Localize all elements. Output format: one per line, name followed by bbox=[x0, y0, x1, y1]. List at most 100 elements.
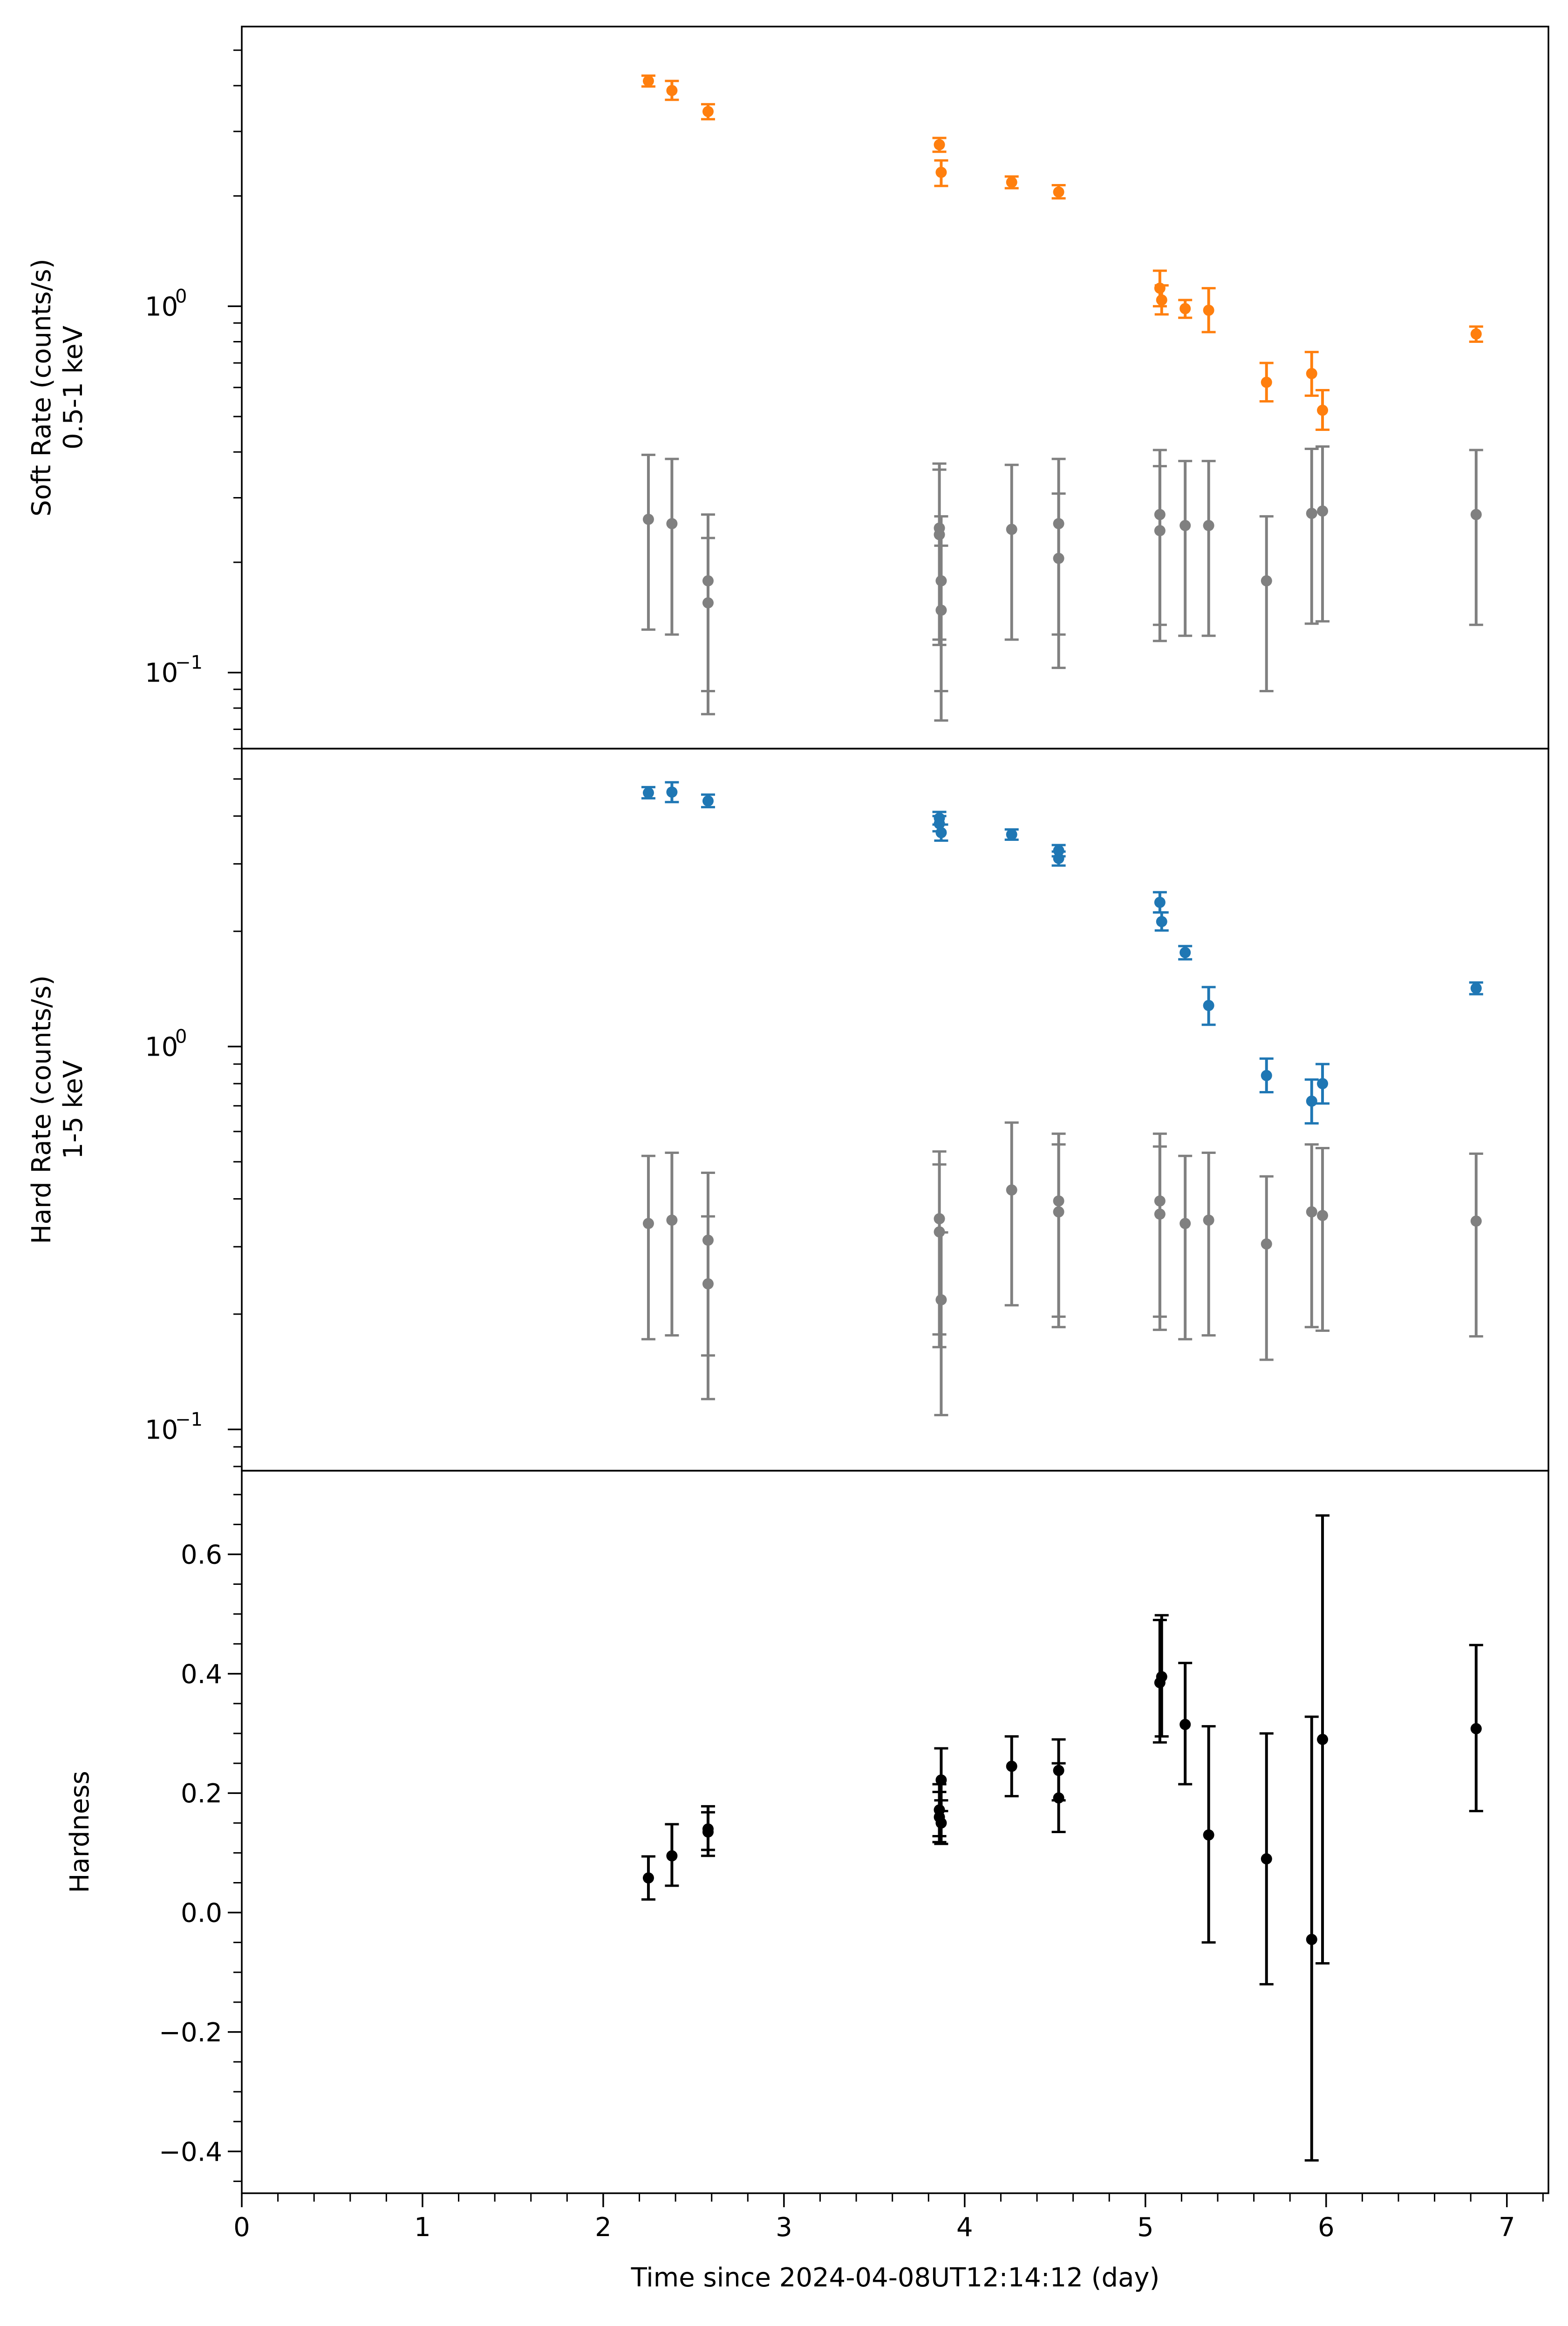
source-point bbox=[935, 166, 947, 178]
y-tick-label-base: 10 bbox=[145, 1032, 178, 1063]
source-point bbox=[1470, 982, 1482, 994]
source-point bbox=[1306, 1095, 1317, 1107]
x-tick-label: 2 bbox=[595, 2212, 612, 2243]
hardness-point bbox=[1470, 1723, 1482, 1734]
source-point bbox=[1203, 304, 1214, 316]
source-point bbox=[666, 85, 678, 96]
source-point bbox=[1156, 294, 1167, 306]
y-tick-label: −0.4 bbox=[159, 2137, 222, 2167]
background-point bbox=[702, 597, 714, 609]
background-point bbox=[1203, 520, 1214, 532]
background-point bbox=[1179, 520, 1191, 532]
background-point bbox=[1154, 525, 1166, 537]
background-point bbox=[1006, 1184, 1017, 1196]
source-point bbox=[702, 795, 714, 807]
background-point bbox=[1203, 1214, 1214, 1226]
source-point bbox=[1306, 368, 1317, 379]
source-point bbox=[1154, 897, 1166, 908]
source-point bbox=[1261, 1070, 1272, 1081]
x-tick-label: 0 bbox=[233, 2212, 250, 2243]
source-point bbox=[666, 786, 678, 798]
background-point bbox=[1306, 1206, 1317, 1218]
source-point bbox=[702, 106, 714, 117]
x-axis-label: Time since 2024-04-08UT12:14:12 (day) bbox=[631, 2263, 1160, 2293]
panel-frame bbox=[241, 1470, 1549, 2194]
y-tick-label-exponent: 0 bbox=[175, 286, 187, 307]
hardness-panel: −0.4 −0.2 0.0 0.2 0.4 0.6 Hardness bbox=[65, 1470, 1549, 2194]
background-point bbox=[666, 1214, 678, 1226]
background-point bbox=[642, 1218, 654, 1229]
background-point bbox=[1470, 1215, 1482, 1227]
source-point bbox=[1470, 328, 1482, 340]
y-tick-label: 0.2 bbox=[181, 1779, 222, 1809]
background-point bbox=[935, 1294, 947, 1306]
background-point bbox=[1261, 575, 1272, 587]
background-point bbox=[666, 518, 678, 530]
hardness-point bbox=[935, 1817, 947, 1829]
source-point bbox=[934, 139, 945, 150]
y-tick-label-base: 10 bbox=[145, 658, 178, 689]
background-point bbox=[1053, 1206, 1064, 1218]
y-axis-label: Hard Rate (counts/s) bbox=[27, 975, 57, 1244]
source-point bbox=[642, 75, 654, 87]
background-point bbox=[1317, 1210, 1329, 1221]
y-axis-label: 0.5-1 keV bbox=[58, 326, 89, 450]
background-point bbox=[1053, 553, 1064, 564]
background-point bbox=[934, 529, 945, 540]
hardness-point bbox=[666, 1850, 678, 1862]
background-point bbox=[1179, 1218, 1191, 1229]
source-point bbox=[1053, 186, 1064, 198]
y-axis-label: 1-5 keV bbox=[58, 1060, 89, 1159]
hardness-point bbox=[642, 1872, 654, 1884]
hardness-point bbox=[1156, 1671, 1167, 1683]
y-axis-label: Soft Rate (counts/s) bbox=[27, 259, 57, 516]
source-point bbox=[1006, 177, 1017, 188]
hardness-point bbox=[1306, 1934, 1317, 1945]
source-point bbox=[1156, 916, 1167, 928]
hardness-point bbox=[1006, 1760, 1017, 1772]
y-tick-label-base: 10 bbox=[145, 292, 178, 322]
hardness-point bbox=[702, 1823, 714, 1835]
hardness-point bbox=[934, 1804, 945, 1816]
source-point bbox=[1006, 829, 1017, 840]
y-tick-label: 0.4 bbox=[181, 1659, 222, 1690]
source-point bbox=[935, 827, 947, 839]
background-point bbox=[1317, 505, 1329, 517]
time-axis: 0 1 2 3 4 5 6 7 bbox=[233, 2193, 1544, 2243]
source-point bbox=[642, 787, 654, 798]
background-point bbox=[1470, 509, 1482, 520]
background-point bbox=[642, 513, 654, 525]
source-point bbox=[1317, 404, 1329, 416]
y-tick-label-exponent: −1 bbox=[175, 1409, 203, 1430]
x-tick-label: 5 bbox=[1137, 2212, 1154, 2243]
x-tick-label: 1 bbox=[414, 2212, 431, 2243]
source-point bbox=[1317, 1078, 1329, 1090]
source-point bbox=[1203, 1000, 1214, 1011]
background-point bbox=[1006, 524, 1017, 535]
y-tick-label: 0.0 bbox=[181, 1898, 222, 1929]
hardness-point bbox=[1317, 1733, 1329, 1745]
background-point bbox=[1306, 507, 1317, 519]
background-point bbox=[1261, 1238, 1272, 1250]
x-tick-label: 4 bbox=[956, 2212, 973, 2243]
y-tick-label: 0.6 bbox=[181, 1540, 222, 1570]
x-tick-label: 3 bbox=[776, 2212, 792, 2243]
source-point bbox=[1053, 853, 1064, 864]
background-point bbox=[1154, 1208, 1166, 1220]
y-tick-label-base: 10 bbox=[145, 1415, 178, 1445]
source-point bbox=[1261, 376, 1272, 388]
y-axis-label: Hardness bbox=[65, 1771, 95, 1893]
y-tick-label-exponent: −1 bbox=[175, 652, 203, 674]
hardness-point bbox=[1261, 1853, 1272, 1865]
hardness-point bbox=[935, 1774, 947, 1786]
hardness-point bbox=[1179, 1719, 1191, 1730]
source-point bbox=[1179, 303, 1191, 314]
background-point bbox=[702, 1278, 714, 1289]
y-tick-label-exponent: 0 bbox=[175, 1026, 187, 1048]
hardness-point bbox=[1203, 1829, 1214, 1841]
x-tick-label: 6 bbox=[1318, 2212, 1335, 2243]
y-tick-label: −0.2 bbox=[159, 2018, 222, 2048]
